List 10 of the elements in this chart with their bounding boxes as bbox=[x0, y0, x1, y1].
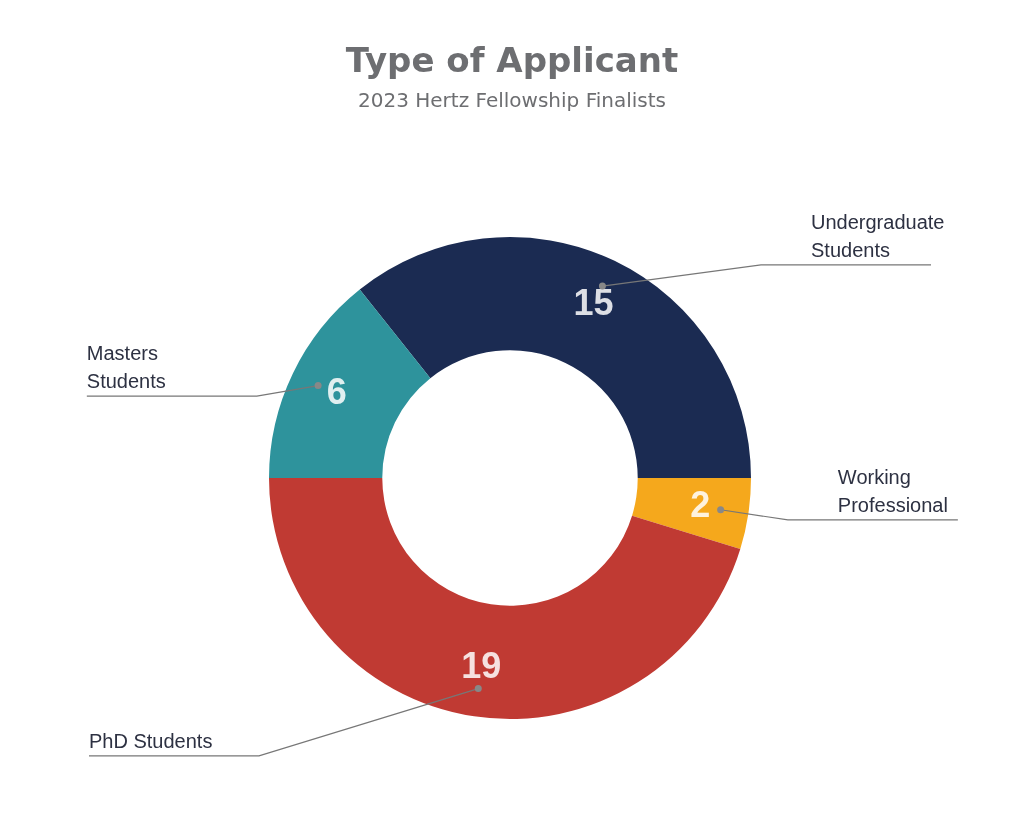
data-label: 2 bbox=[690, 483, 711, 525]
data-label: 19 bbox=[461, 645, 502, 687]
slice-label: PhD Students bbox=[89, 729, 213, 752]
data-label: 15 bbox=[573, 281, 614, 323]
chart-title: Type of Applicant bbox=[344, 40, 680, 80]
slice-label: Undergraduate Students bbox=[811, 210, 945, 261]
slice-label: Working Professional bbox=[837, 465, 948, 516]
data-label: 6 bbox=[326, 371, 347, 413]
chart-subtitle: 2023 Hertz Fellowship Finalists bbox=[357, 88, 667, 112]
slice-label: Masters Students bbox=[86, 342, 166, 393]
